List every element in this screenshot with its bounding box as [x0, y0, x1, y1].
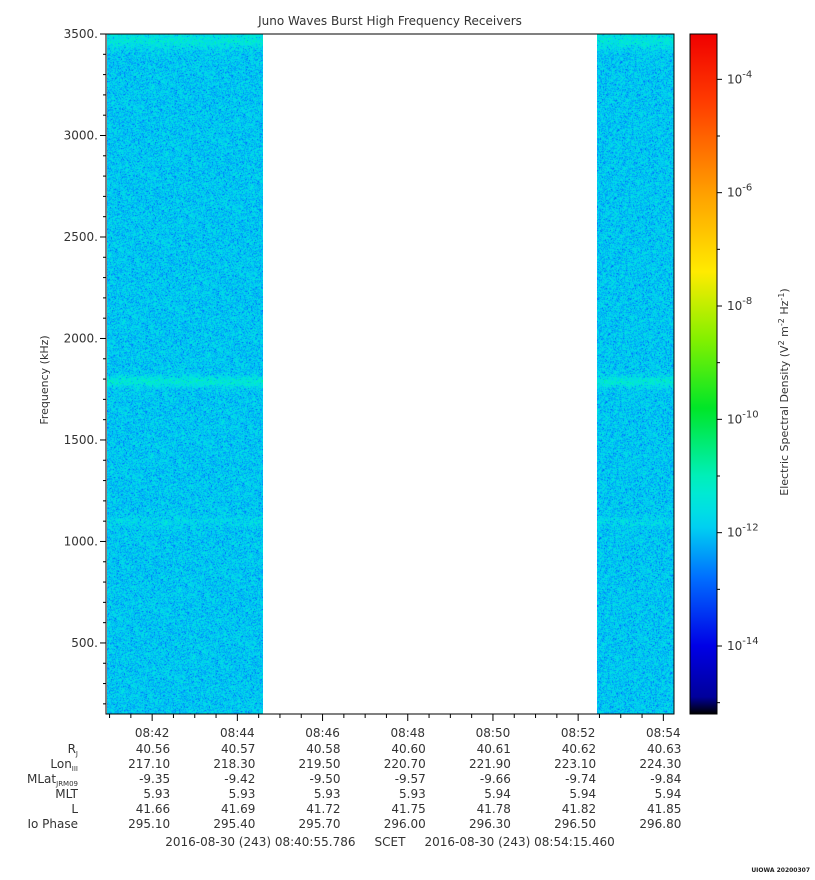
ephemeris-row-label: L: [71, 802, 78, 816]
ephemeris-value: 5.94: [484, 787, 511, 801]
ephemeris-value: 223.10: [554, 757, 596, 771]
ephemeris-row-label: RJ: [68, 742, 78, 758]
ephemeris-value: -9.42: [224, 772, 255, 786]
x-tick-label: 08:44: [220, 726, 255, 740]
ephemeris-value: -9.35: [139, 772, 170, 786]
colorbar-ticks: 10-14 10-12 10-10 10-8 10-6 10-4: [717, 69, 759, 704]
x-tick-label: 08:50: [476, 726, 511, 740]
colorbar-tick-label: 10-10: [727, 409, 759, 426]
ephemeris-value: 40.62: [562, 742, 596, 756]
ephemeris-value: 40.60: [391, 742, 425, 756]
y-tick-label: 2000.: [64, 331, 98, 345]
ephemeris-row-label: MLatJRM09: [27, 772, 78, 788]
ephemeris-value: -9.50: [309, 772, 340, 786]
ephemeris-value: 41.82: [562, 802, 596, 816]
ephemeris-value: 40.57: [221, 742, 255, 756]
ephemeris-value: 295.10: [128, 817, 170, 831]
ephemeris-value: 218.30: [213, 757, 255, 771]
y-tick-label: 2500.: [64, 230, 98, 244]
ephemeris-value: 295.40: [213, 817, 255, 831]
ephemeris-value: 224.30: [639, 757, 681, 771]
ephemeris-value: 40.56: [136, 742, 170, 756]
colorbar-tick-label: 10-8: [727, 296, 752, 313]
colorbar-tick-label: 10-12: [727, 523, 759, 540]
y-tick-label: 1000.: [64, 534, 98, 548]
x-tick-label: 08:54: [646, 726, 681, 740]
y-axis-label: Frequency (kHz): [38, 335, 51, 424]
heatmap-right-block: [597, 34, 674, 714]
ephemeris-table: RJ 40.56 40.57 40.58 40.60 40.61 40.62 40.63 Lon…: [27, 742, 681, 831]
colorbar: 10-14 10-12 10-10 10-8 10-6 10-4 Electric Spe…: [689, 33, 791, 715]
colorbar-tick-label: 10-14: [727, 636, 759, 653]
ephemeris-value: 217.10: [128, 757, 170, 771]
credit-label: UIOWA 20200307: [751, 867, 810, 874]
ephemeris-value: -9.66: [480, 772, 511, 786]
ephemeris-value: 295.70: [299, 817, 341, 831]
plot-frame: [105, 33, 675, 715]
time-range-label: 2016-08-30 (243) 08:40:55.786 SCET 2016-…: [165, 835, 615, 849]
ephemeris-value: 5.93: [143, 787, 170, 801]
ephemeris-value: 296.50: [554, 817, 596, 831]
chart-title: Juno Waves Burst High Frequency Receiver…: [257, 14, 522, 28]
ephemeris-value: -9.84: [650, 772, 681, 786]
x-tick-label: 08:42: [135, 726, 170, 740]
ephemeris-value: 40.61: [477, 742, 511, 756]
ephemeris-value: 41.78: [477, 802, 511, 816]
ephemeris-value: 5.93: [399, 787, 426, 801]
ephemeris-value: 41.75: [391, 802, 425, 816]
ephemeris-value: 5.94: [655, 787, 682, 801]
ephemeris-value: 296.80: [639, 817, 681, 831]
y-tick-label: 1500.: [64, 433, 98, 447]
x-tick-label: 08:52: [561, 726, 596, 740]
ephemeris-value: 296.00: [384, 817, 426, 831]
ephemeris-value: 41.85: [647, 802, 681, 816]
colorbar-tick-label: 10-6: [727, 183, 752, 200]
ephemeris-value: 5.93: [314, 787, 341, 801]
ephemeris-value: 221.90: [469, 757, 511, 771]
ephemeris-value: 219.50: [299, 757, 341, 771]
ephemeris-row-label: MLT: [55, 787, 78, 801]
y-tick-label: 3500.: [64, 27, 98, 41]
heatmap-left-block: [107, 34, 263, 714]
y-axis: 500. 1000. 1500. 2000. 2500. 3000. 3500.: [64, 27, 106, 705]
ephemeris-value: 220.70: [384, 757, 426, 771]
y-tick-label: 3000.: [64, 128, 98, 142]
ephemeris-value: 40.58: [306, 742, 340, 756]
colorbar-tick-label: 10-4: [727, 69, 752, 86]
ephemeris-value: 41.69: [221, 802, 255, 816]
x-tick-label: 08:48: [390, 726, 425, 740]
ephemeris-value: 40.63: [647, 742, 681, 756]
ephemeris-value: -9.57: [395, 772, 426, 786]
colorbar-gradient: [689, 33, 718, 715]
colorbar-label: Electric Spectral Density (V2 m-2 Hz-1): [777, 288, 791, 495]
ephemeris-value: -9.74: [565, 772, 596, 786]
ephemeris-value: 296.30: [469, 817, 511, 831]
ephemeris-value: 5.93: [229, 787, 256, 801]
ephemeris-value: 5.94: [569, 787, 596, 801]
y-tick-label: 500.: [71, 636, 98, 650]
ephemeris-value: 41.72: [306, 802, 340, 816]
ephemeris-row-label: Io Phase: [27, 817, 78, 831]
ephemeris-value: 41.66: [136, 802, 170, 816]
ephemeris-row-label: LonIII: [50, 757, 78, 773]
x-tick-label: 08:46: [305, 726, 340, 740]
spectrogram-plot: [105, 33, 675, 715]
x-axis: 08:42 08:44 08:46 08:48 08:50 08:52 08:54: [109, 714, 681, 740]
